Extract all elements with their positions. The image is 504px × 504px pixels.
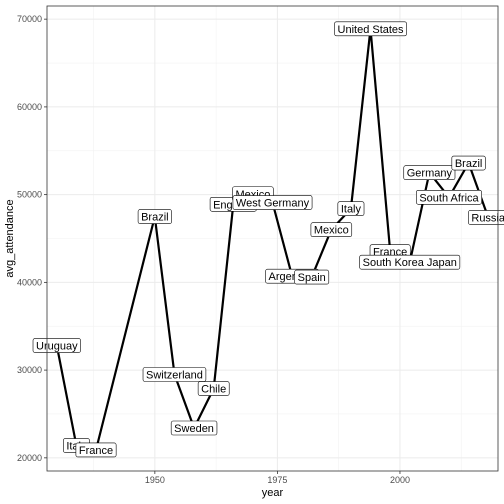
point-label: Spain	[294, 269, 330, 285]
point-label: Sweden	[170, 420, 218, 436]
series-line	[55, 27, 490, 451]
y-tick-label: 30000	[17, 365, 42, 375]
y-tick-label: 70000	[17, 14, 42, 24]
point-label-text: Spain	[298, 272, 326, 284]
y-tick-label: 40000	[17, 277, 42, 287]
y-tick-label: 20000	[17, 453, 42, 463]
series-line-group	[55, 27, 490, 451]
point-label: South Africa	[416, 189, 482, 205]
point-label-box	[334, 21, 407, 37]
x-tick-label: 2000	[390, 475, 410, 485]
point-label: United States	[334, 21, 407, 37]
point-label: Brazil	[137, 209, 172, 224]
point-label: Switzerland	[142, 367, 207, 382]
point-label-text: South Korea Japan	[363, 257, 457, 269]
major-gridlines	[47, 6, 498, 471]
point-label-box	[232, 195, 313, 210]
point-labels: Uruguay Italy France Brazil Switzerland Swede…	[32, 21, 504, 458]
point-label-text: Italy	[341, 204, 362, 216]
point-label-box	[197, 381, 230, 396]
point-label-text: Germany	[407, 168, 453, 180]
point-label: Mexico	[310, 222, 353, 238]
point-label-box	[451, 155, 486, 171]
point-label-text: United States	[338, 24, 405, 36]
point-label-text: West Germany	[236, 198, 310, 210]
y-axis-title: avg_attendance	[4, 199, 16, 277]
point-label-box	[32, 338, 81, 353]
point-label-text: Uruguay	[36, 341, 78, 353]
y-tick-label: 60000	[17, 102, 42, 112]
x-tick-label: 1975	[267, 475, 287, 485]
point-label: Chile	[197, 381, 230, 396]
point-label: Italy	[337, 201, 365, 216]
x-axis-title: year	[262, 487, 284, 499]
point-label-box	[403, 165, 456, 180]
y-tick-label: 50000	[17, 190, 42, 200]
point-label-text: France	[79, 445, 113, 457]
point-label: Uruguay	[32, 338, 81, 353]
point-label-box	[310, 222, 353, 238]
x-axis-ticks: 1950 1975 2000	[145, 471, 410, 485]
point-label-box	[359, 254, 461, 270]
point-label-box	[416, 189, 482, 205]
point-label-text: Mexico	[314, 225, 349, 237]
point-label: Germany	[403, 165, 456, 180]
point-label: West Germany	[232, 195, 313, 210]
point-label-text: South Africa	[419, 192, 479, 204]
point-label-text: Switzerland	[146, 369, 203, 381]
point-label: France	[75, 442, 117, 458]
point-label-box	[142, 367, 207, 382]
point-label: Russia	[468, 210, 504, 225]
panel-border	[46, 5, 499, 472]
point-label-box	[137, 209, 172, 224]
point-label-box	[170, 420, 218, 436]
y-axis-ticks: 20000 30000 40000 50000 60000 70000	[17, 14, 47, 463]
point-label-text: Chile	[201, 384, 226, 396]
point-label: South Korea Japan	[359, 254, 461, 270]
point-label: Brazil	[451, 155, 486, 171]
point-label-box	[468, 210, 504, 225]
point-label-text: Russia	[471, 212, 504, 224]
point-label-box	[337, 201, 365, 216]
x-tick-label: 1950	[145, 475, 165, 485]
point-label-text: Brazil	[455, 158, 483, 170]
point-label-text: Sweden	[174, 423, 214, 435]
minor-gridlines	[47, 6, 498, 471]
point-label-box	[294, 269, 330, 285]
point-label-text: Brazil	[141, 212, 169, 224]
point-label-box	[75, 442, 117, 458]
